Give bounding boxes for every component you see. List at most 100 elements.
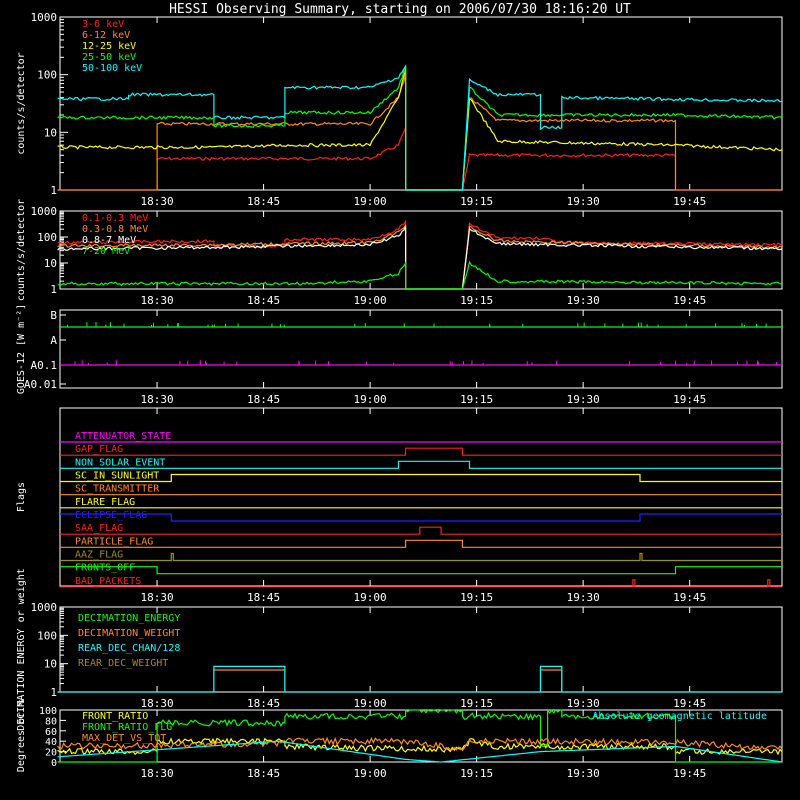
- flag-label: ATTENUATOR_STATE: [75, 431, 171, 442]
- y-tick-label-count-rates-high: 10: [44, 257, 57, 270]
- y-tick-label-decimation: 10: [44, 658, 57, 671]
- y-tick-label-ratios: 60: [45, 727, 57, 738]
- y-tick-label-count-rates-low: 1000: [31, 11, 58, 24]
- flag-label: SC_TRANSMITTER: [75, 484, 160, 495]
- y-tick-label-count-rates-low: 10: [44, 126, 57, 139]
- x-tick-label-count-rates-high: 18:30: [140, 294, 173, 307]
- legend-entry: 12-25 keV: [82, 41, 136, 52]
- flag-line: [60, 552, 782, 562]
- series-line-count-rates-low: [57, 69, 783, 191]
- y-tick-label-ratios: 100: [39, 706, 57, 717]
- x-tick-label-count-rates-low: 19:15: [460, 195, 493, 208]
- series-line-decimation: [57, 665, 782, 693]
- x-tick-label-count-rates-low: 18:45: [247, 195, 280, 208]
- series-line-count-rates-high: [57, 260, 783, 290]
- x-tick-label-flags: 18:30: [140, 591, 173, 604]
- x-tick-label-ratios: 19:45: [673, 767, 706, 780]
- y-tick-label-count-rates-high: 100: [37, 231, 57, 244]
- legend-entry: FRONT_RATIO: [82, 711, 148, 722]
- x-tick-label-goes: 19:45: [673, 393, 706, 406]
- flag-label: FLARE_FLAG: [75, 497, 135, 508]
- flag-label: SAA_FLAG: [75, 523, 123, 534]
- y-tick-label-ratios: 20: [45, 748, 57, 759]
- y-axis-label-goes: GOES-12 [W m⁻²]: [16, 304, 27, 394]
- flag-line: [60, 539, 782, 548]
- x-tick-label-flags: 19:15: [460, 591, 493, 604]
- x-tick-label-count-rates-low: 19:30: [567, 195, 600, 208]
- y-tick-label-decimation: 1: [50, 686, 57, 699]
- flag-line: [60, 460, 782, 469]
- legend-entry: REAR_DEC_CHAN/128: [78, 643, 180, 654]
- x-tick-label-flags: 19:30: [567, 591, 600, 604]
- panel-frame-flags: [59, 407, 783, 587]
- x-tick-label-decimation: 18:45: [247, 697, 280, 710]
- x-tick-label-decimation: 19:15: [460, 697, 493, 710]
- flag-line: [60, 513, 782, 522]
- y-tick-label-count-rates-low: 100: [37, 69, 57, 82]
- y-tick-label-goes: A: [50, 334, 57, 347]
- flag-line: [60, 447, 782, 456]
- y-tick-label-count-rates-low: 1: [50, 184, 57, 197]
- x-tick-label-count-rates-high: 19:15: [460, 294, 493, 307]
- series-line-count-rates-high: [57, 224, 783, 290]
- flag-line: [60, 473, 782, 483]
- legend-entry: 0.1-0.3 MeV: [82, 213, 148, 224]
- y-tick-label-goes: B: [50, 309, 57, 322]
- flag-label: GAP_FLAG: [75, 444, 123, 455]
- x-tick-label-count-rates-high: 18:45: [247, 294, 280, 307]
- series-line-count-rates-low: [57, 65, 783, 191]
- x-tick-label-decimation: 19:45: [673, 697, 706, 710]
- y-tick-label-goes: A0.1: [31, 359, 58, 372]
- x-tick-label-count-rates-low: 18:30: [140, 195, 173, 208]
- x-tick-label-ratios: 19:00: [354, 767, 387, 780]
- series-line-decimation: [57, 669, 782, 693]
- legend-entry: FRONT_RATIO_FLG: [82, 722, 172, 733]
- flag-line: [60, 566, 782, 575]
- series-line-count-rates-low: [57, 64, 783, 191]
- flag-label: AAZ_FLAG: [75, 550, 123, 561]
- x-tick-label-decimation: 19:30: [567, 697, 600, 710]
- legend-entry: 6-12 keV: [82, 30, 130, 41]
- series-line-count-rates-low: [57, 74, 782, 191]
- legend-entry: 50-100 keV: [82, 63, 142, 74]
- legend-entry: REAR_DEC_WEIGHT: [78, 658, 168, 669]
- x-tick-label-decimation: 19:00: [354, 697, 387, 710]
- y-tick-label-decimation: 100: [37, 629, 57, 642]
- x-tick-label-ratios: 19:15: [460, 767, 493, 780]
- flag-label: FRONTS_OFF: [75, 563, 135, 574]
- series-line-ratios: [57, 737, 783, 756]
- y-tick-label-count-rates-high: 1: [50, 283, 57, 296]
- panel-frame-ratios: [59, 709, 783, 763]
- y-axis-label-ratios: Degrees or %: [16, 700, 27, 772]
- legend-entry: 25-50 keV: [82, 52, 136, 63]
- y-tick-label-ratios: 80: [45, 716, 57, 727]
- flag-label: BAD_PACKETS: [75, 576, 141, 587]
- x-tick-label-count-rates-high: 19:00: [354, 294, 387, 307]
- x-tick-label-ratios: 18:45: [247, 767, 280, 780]
- series-line-count-rates-high: [57, 226, 783, 290]
- flag-label: NON_SOLAR_EVENT: [75, 457, 165, 468]
- legend-entry: DECIMATION_WEIGHT: [78, 628, 180, 639]
- x-tick-label-goes: 19:30: [567, 393, 600, 406]
- x-tick-label-count-rates-low: 19:00: [354, 195, 387, 208]
- legend-entry: 7-20 MeV: [82, 246, 130, 257]
- x-tick-label-ratios: 18:30: [140, 767, 173, 780]
- y-axis-label-flags: Flags: [16, 482, 27, 512]
- x-tick-label-goes: 18:30: [140, 393, 173, 406]
- x-tick-label-goes: 19:15: [460, 393, 493, 406]
- series-line-ratios: [57, 740, 783, 763]
- figure-title: HESSI Observing Summary, starting on 200…: [169, 2, 631, 17]
- legend-entry: 0.3-0.8 MeV: [82, 224, 148, 235]
- panels-layer: 18:30 18:45 19:00 19:15 19:30 19:45 counts/s/d…: [16, 11, 783, 780]
- x-tick-label-count-rates-high: 19:45: [673, 294, 706, 307]
- legend-entry: 3-6 keV: [82, 19, 124, 30]
- series-line-ratios: [57, 736, 783, 752]
- y-tick-label-decimation: 1000: [31, 601, 58, 614]
- flag-label: ECLIPSE_FLAG: [75, 510, 147, 521]
- y-axis-label-count-rates-low: counts/s/detector: [16, 52, 27, 154]
- x-tick-label-flags: 19:00: [354, 591, 387, 604]
- flag-line: [60, 526, 782, 535]
- annotation-text: Absolute geomagnetic latitude: [592, 711, 767, 722]
- legend-entry: DECIMATION_ENERGY: [78, 613, 180, 624]
- flag-label: PARTICLE_FLAG: [75, 536, 153, 547]
